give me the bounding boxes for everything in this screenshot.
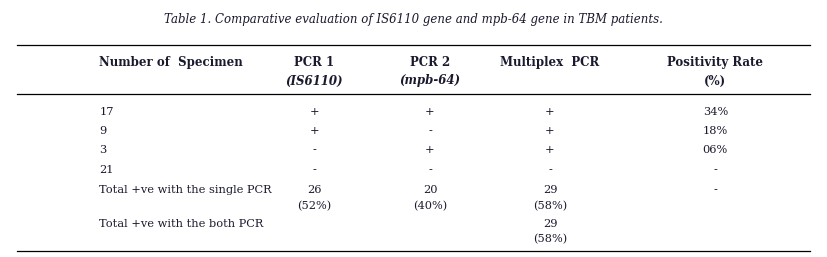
Text: Positivity Rate: Positivity Rate — [667, 57, 763, 69]
Text: 06%: 06% — [703, 145, 728, 155]
Text: Table 1. Comparative evaluation of IS6110 gene and mpb-64 gene in TBM patients.: Table 1. Comparative evaluation of IS611… — [164, 13, 663, 26]
Text: +: + — [309, 107, 319, 117]
Text: Total +ve with the single PCR: Total +ve with the single PCR — [99, 185, 272, 195]
Text: -: - — [428, 165, 432, 175]
Text: Total +ve with the both PCR: Total +ve with the both PCR — [99, 219, 264, 228]
Text: 34%: 34% — [703, 107, 728, 117]
Text: PCR 2: PCR 2 — [410, 57, 450, 69]
Text: Multiplex  PCR: Multiplex PCR — [500, 57, 600, 69]
Text: -: - — [714, 165, 717, 175]
Text: PCR 1: PCR 1 — [294, 57, 334, 69]
Text: -: - — [428, 126, 432, 136]
Text: +: + — [309, 126, 319, 136]
Text: 26: 26 — [307, 185, 322, 195]
Text: 9: 9 — [99, 126, 107, 136]
Text: +: + — [545, 107, 555, 117]
Text: 3: 3 — [99, 145, 107, 155]
Text: (40%): (40%) — [413, 200, 447, 211]
Text: (mpb-64): (mpb-64) — [399, 75, 461, 87]
Text: +: + — [425, 107, 435, 117]
Text: (52%): (52%) — [297, 200, 332, 211]
Text: Number of  Specimen: Number of Specimen — [99, 57, 243, 69]
Text: 29: 29 — [543, 185, 557, 195]
Text: 17: 17 — [99, 107, 114, 117]
Text: 20: 20 — [423, 185, 437, 195]
Text: -: - — [313, 165, 316, 175]
Text: +: + — [545, 145, 555, 155]
Text: 21: 21 — [99, 165, 114, 175]
Text: (58%): (58%) — [533, 200, 567, 211]
Text: -: - — [714, 185, 717, 195]
Text: -: - — [548, 165, 552, 175]
Text: 18%: 18% — [703, 126, 728, 136]
Text: +: + — [545, 126, 555, 136]
Text: -: - — [313, 145, 316, 155]
Text: +: + — [425, 145, 435, 155]
Text: 29: 29 — [543, 219, 557, 228]
Text: (IS6110): (IS6110) — [285, 75, 343, 87]
Text: (58%): (58%) — [533, 234, 567, 245]
Text: (%): (%) — [705, 75, 726, 87]
